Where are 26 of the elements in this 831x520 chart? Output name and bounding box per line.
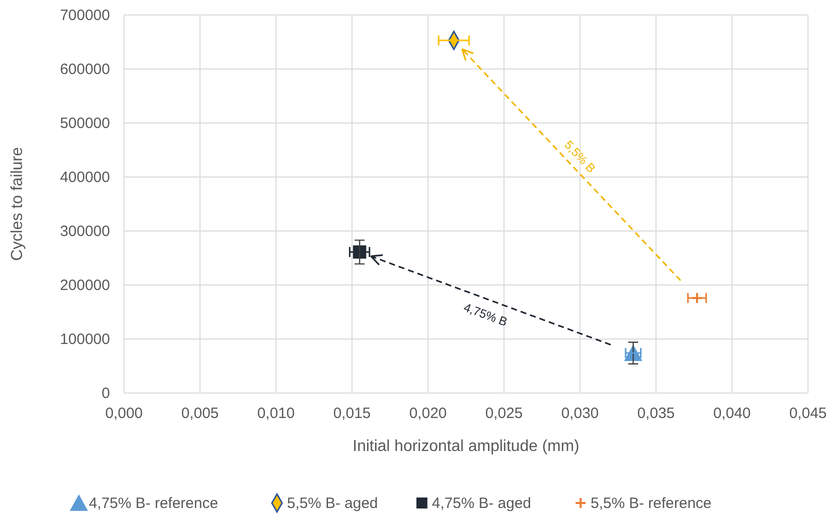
y-tick-label: 700000 <box>60 7 110 24</box>
y-tick-label: 200000 <box>60 277 110 294</box>
annotation: 4,75% B <box>462 300 510 330</box>
x-tick-label: 0,030 <box>561 405 599 422</box>
x-tick-label: 0,010 <box>257 405 295 422</box>
x-tick-label: 0,005 <box>181 405 219 422</box>
y-tick-label: 400000 <box>60 169 110 186</box>
legend-label: 5,5% B- reference <box>590 495 712 512</box>
legend-label: 5,5% B- aged <box>287 495 378 512</box>
x-tick-label: 0,020 <box>409 405 447 422</box>
x-tick-label: 0,000 <box>105 405 143 422</box>
y-tick-label: 500000 <box>60 115 110 132</box>
point <box>691 292 704 304</box>
x-tick-label: 0,040 <box>713 405 751 422</box>
y-tick-label: 100000 <box>60 331 110 348</box>
y-tick-label: 600000 <box>60 61 110 78</box>
x-tick-label: 0,045 <box>789 405 827 422</box>
y-axis-title: Cycles to failure <box>9 146 26 261</box>
legend-label: 4,75% B- aged <box>432 495 532 512</box>
x-tick-label: 0,025 <box>485 405 523 422</box>
x-axis-title: Initial horizontal amplitude (mm) <box>352 438 580 455</box>
legend-label: 4,75% B- reference <box>88 495 218 512</box>
x-tick-label: 0,035 <box>637 405 675 422</box>
y-tick-label: 0 <box>102 385 110 402</box>
y-tick-label: 300000 <box>60 223 110 240</box>
x-tick-label: 0,015 <box>333 405 371 422</box>
